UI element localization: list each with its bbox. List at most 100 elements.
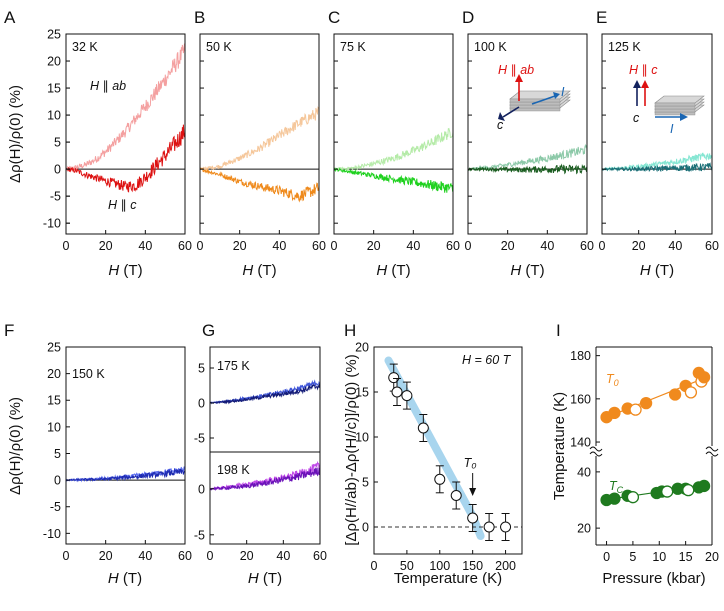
panel-e-temperature-label: 125 K [608, 40, 641, 54]
panel-h-t0-arrowhead [469, 488, 477, 496]
panel-g-bottom-trace-c [209, 467, 321, 492]
panel-a-y-tick-label: 25 [47, 28, 61, 42]
panel-d-c-arrow [502, 106, 520, 118]
panel-a-x-tick-label: 40 [138, 239, 152, 253]
panel-e-xlabel: H (T) [640, 262, 674, 279]
panel-c-xlabel: H (T) [376, 262, 410, 279]
panel-e-sample-edge [654, 111, 696, 116]
panel-d-x-tick-label: 40 [540, 239, 554, 253]
panel-i-tc-point [697, 479, 711, 493]
panel-d-x-tick-label: 20 [501, 239, 515, 253]
panel-i-t0-point [697, 371, 711, 384]
panel-f-xlabel: H (T) [108, 570, 142, 587]
panel-a-y-tick-label: 5 [54, 136, 61, 150]
panel-d-field-label: H ∥ ab [498, 63, 534, 77]
panel-i-t0-fit [603, 375, 710, 419]
panel-f-y-tick-label: -5 [50, 500, 61, 514]
panel-i-t0-point [608, 406, 621, 420]
panel-g-bottom-temperature-label: 198 K [217, 463, 250, 477]
panel-h-trend-band [384, 356, 485, 540]
panel-label-h: H [344, 321, 356, 340]
panel-d-temperature-label: 100 K [474, 40, 507, 54]
panel-i-lower-y-tick-label: 40 [577, 465, 591, 479]
panel-i-break-mark [589, 446, 603, 452]
panel-h-x-tick-label: 150 [462, 559, 483, 573]
panel-g-xlabel: H (T) [248, 570, 282, 587]
panel-e-trace-c [601, 162, 713, 173]
panel-g-x-tick-label: 60 [313, 549, 327, 563]
panel-d-xlabel: H (T) [510, 262, 544, 279]
panel-c-temperature-label: 75 K [340, 40, 366, 54]
panel-h-field-label: H = 60 T [462, 353, 512, 367]
panel-i-t0-point [639, 397, 653, 410]
panel-a-x-tick-label: 20 [99, 239, 113, 253]
panel-g-top-y-tick-label: 0 [198, 397, 205, 411]
panel-a-temperature-label: 32 K [72, 40, 98, 54]
panel-label-a: A [4, 8, 16, 27]
panel-i-t0-point [684, 386, 698, 399]
panel-label-c: C [328, 8, 340, 27]
panel-h-point [417, 422, 429, 434]
panel-i-break-mark [705, 451, 719, 457]
panel-f-y-tick-label: -10 [43, 527, 61, 541]
panel-i-t0-point [629, 403, 642, 416]
panel-e-sample-edge [654, 102, 696, 107]
panel-i-break-mark [705, 446, 719, 452]
panel-g-x-tick-label: 40 [276, 549, 290, 563]
panel-e-sample-edge [654, 108, 696, 113]
panel-c-x-tick-label: 20 [367, 239, 381, 253]
panel-a-trace-ab [65, 43, 186, 172]
panel-e-frame [601, 33, 713, 235]
panel-e-i-arrowhead [680, 113, 688, 121]
panel-f-y-tick-label: 20 [47, 367, 61, 381]
panel-a-y-tick-label: 10 [47, 109, 61, 123]
panel-h-x-tick-label: 100 [429, 559, 450, 573]
panel-f-y-tick-label: 15 [47, 394, 61, 408]
panel-f-trace-c [66, 468, 186, 483]
panel-g-x-tick-label: 0 [207, 549, 214, 563]
panel-e-field-label: H ∥ c [629, 63, 658, 77]
panel-i-upper-y-tick-label: 140 [570, 436, 591, 450]
panel-e-sample-edge [654, 105, 696, 110]
panel-b-frame [199, 33, 320, 235]
panel-h-point [467, 512, 479, 524]
panel-h-y-tick-label: 10 [355, 431, 369, 445]
panel-h-point [401, 390, 413, 402]
panel-a-annotation-c: H ∥ c [108, 198, 137, 212]
panel-e-x-tick-label: 20 [632, 239, 646, 253]
panel-d-c-arrowhead [498, 112, 505, 121]
panel-f-y-tick-label: 10 [47, 420, 61, 434]
panel-i-x-tick-label: 15 [679, 550, 693, 564]
panel-i-tc-point [682, 484, 695, 497]
panel-f-x-tick-label: 0 [63, 549, 70, 563]
panel-h-y-tick-label: 0 [362, 521, 369, 535]
panel-c-trace-c [333, 167, 454, 193]
panel-h-frame [373, 346, 523, 555]
panel-g-top-trace-c [209, 383, 321, 405]
panel-d-i-arrowhead [553, 92, 560, 99]
panel-i-t0-point [668, 388, 682, 401]
panel-b-xlabel: H (T) [242, 262, 276, 279]
panel-a-annotation-ab: H ∥ ab [90, 79, 126, 93]
panel-a-x-tick-label: 60 [178, 239, 192, 253]
panel-d-h-arrowhead [515, 74, 523, 82]
panel-c-trace-ab [334, 127, 454, 172]
panel-f-y-tick-label: 5 [54, 447, 61, 461]
panel-h-x-tick-label: 200 [495, 559, 516, 573]
panel-e-sample-layer [654, 95, 705, 104]
panel-h-y-tick-label: 5 [362, 476, 369, 490]
panel-i-x-tick-label: 0 [603, 550, 610, 564]
panel-d-x-tick-label: 60 [580, 239, 594, 253]
panel-a-trace-c [65, 124, 186, 193]
panel-b-trace-c [199, 167, 320, 203]
panel-a-y-tick-label: -5 [50, 190, 61, 204]
panel-d-frame [467, 33, 588, 235]
panel-f-frame [65, 346, 186, 545]
panel-d-i-label: I [561, 85, 565, 99]
panel-i-upper-y-tick-label: 160 [570, 392, 591, 406]
panel-g-bottom-y-tick-label: -5 [194, 528, 205, 542]
panel-g-top-y-tick-label: -5 [194, 432, 205, 446]
panel-h-y-tick-label: 15 [355, 386, 369, 400]
panel-i-x-tick-label: 20 [705, 550, 719, 564]
